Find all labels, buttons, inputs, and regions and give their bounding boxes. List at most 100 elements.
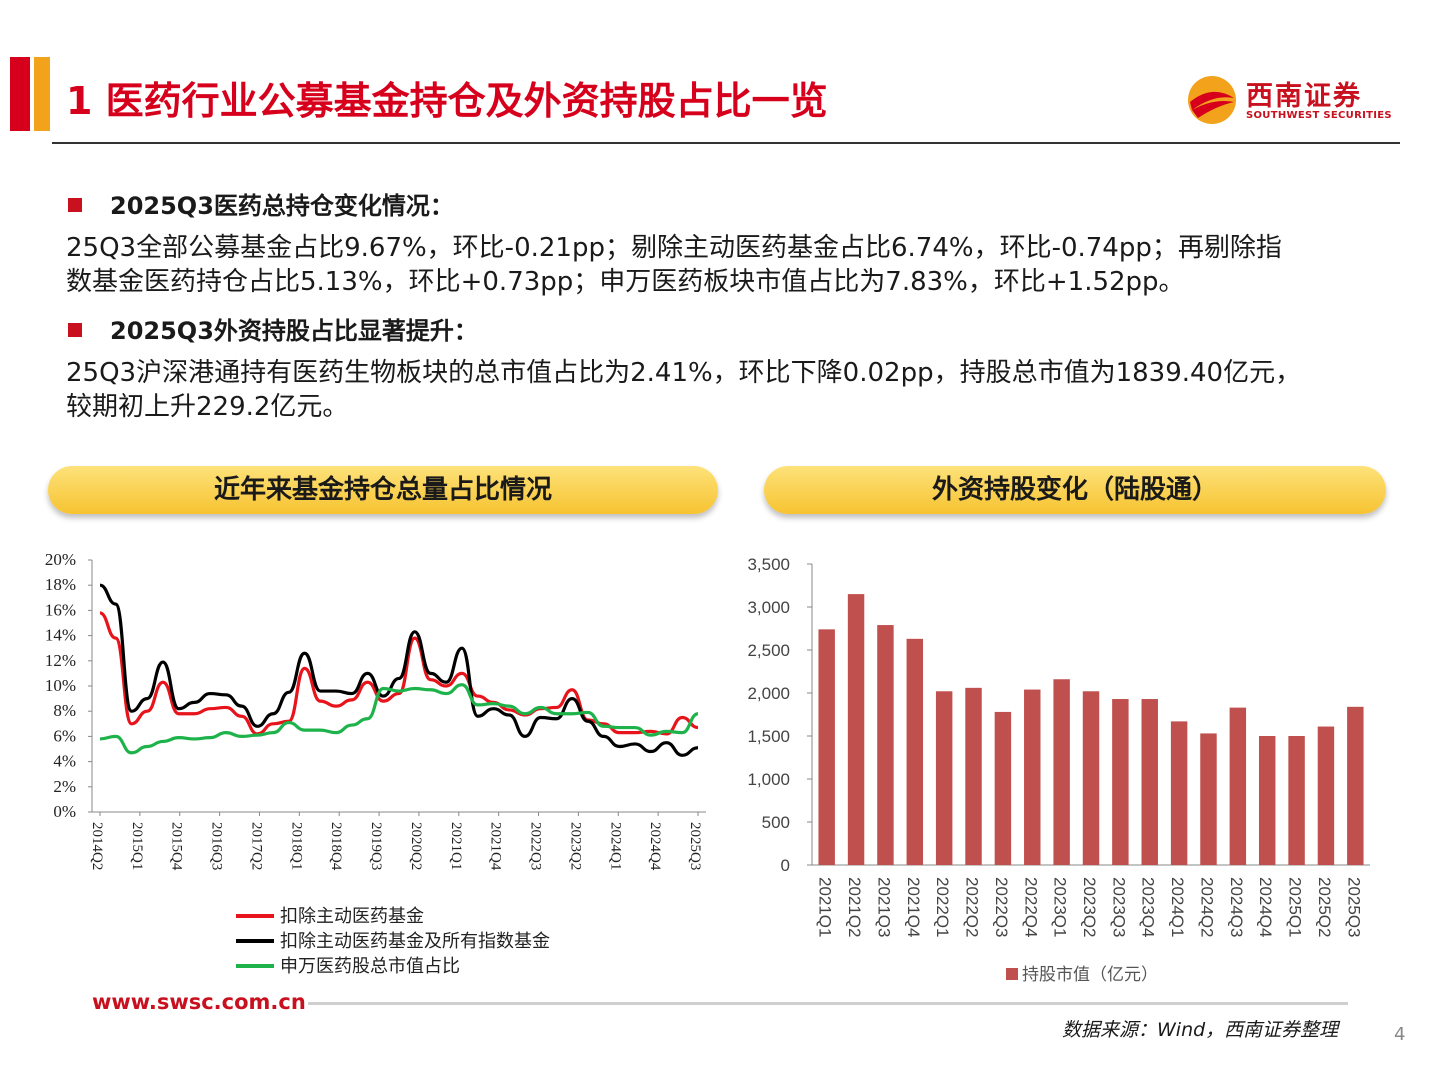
logo-emblem-icon xyxy=(1188,76,1236,124)
x-tick-label: 2024Q4 xyxy=(647,822,663,871)
bar xyxy=(906,638,924,865)
bar xyxy=(1141,699,1158,865)
y-tick-label: 18% xyxy=(45,575,76,594)
footer-divider xyxy=(308,1002,1348,1005)
y-tick-label: 14% xyxy=(45,626,76,645)
left-panel-title: 近年来基金持仓总量占比情况 xyxy=(48,466,718,514)
x-tick-label: 2014Q2 xyxy=(89,822,105,870)
paragraph-line: 25Q3沪深港通持有医药生物板块的总市值占比为2.41%，环比下降0.02pp，… xyxy=(66,358,1302,388)
y-tick-label: 3,000 xyxy=(747,598,790,617)
section-heading-foreign: 2025Q3外资持股占比显著提升： xyxy=(68,311,478,346)
legend-label: 申万医药股总市值占比 xyxy=(280,956,460,976)
x-tick-label: 2016Q3 xyxy=(209,822,225,870)
footer-url: www.swsc.com.cn xyxy=(92,990,306,1014)
paragraph-foreign: 25Q3沪深港通持有医药生物板块的总市值占比为2.41%，环比下降0.02pp，… xyxy=(66,356,1386,424)
bar xyxy=(1347,706,1364,865)
x-tick-label: 2021Q4 xyxy=(488,822,504,871)
x-tick-label: 2021Q3 xyxy=(874,877,893,938)
x-tick-label: 2021Q1 xyxy=(448,822,464,870)
page-title: 1 医药行业公募基金持仓及外资持股占比一览 xyxy=(66,79,828,123)
x-tick-label: 2024Q1 xyxy=(607,822,623,870)
page-number: 4 xyxy=(1394,1024,1406,1045)
x-tick-label: 2025Q3 xyxy=(1344,877,1363,938)
x-tick-label: 2015Q1 xyxy=(129,822,145,870)
logo-text-cn: 西南证券 xyxy=(1246,81,1362,112)
y-tick-label: 1,000 xyxy=(747,770,790,789)
paragraph-holdings: 25Q3全部公募基金占比9.67%，环比-0.21pp；剔除主动医药基金占比6.… xyxy=(66,231,1386,299)
legend-label: 扣除主动医药基金 xyxy=(280,906,424,926)
paragraph-line: 25Q3全部公募基金占比9.67%，环比-0.21pp；剔除主动医药基金占比6.… xyxy=(66,233,1282,263)
x-tick-label: 2024Q3 xyxy=(1227,877,1246,938)
section-heading-holdings: 2025Q3医药总持仓变化情况： xyxy=(68,186,454,221)
x-tick-label: 2020Q2 xyxy=(408,822,424,870)
bar xyxy=(1200,733,1217,865)
series-line xyxy=(99,683,699,755)
y-tick-label: 0 xyxy=(781,856,790,875)
x-tick-label: 2025Q2 xyxy=(1315,877,1334,938)
paragraph-line: 较期初上升229.2亿元。 xyxy=(66,392,349,422)
bar xyxy=(965,687,982,865)
legend-label: 持股市值（亿元） xyxy=(1022,965,1158,984)
x-tick-label: 2018Q4 xyxy=(328,822,344,871)
y-tick-label: 20% xyxy=(45,550,76,569)
x-tick-label: 2023Q2 xyxy=(567,822,583,870)
y-tick-label: 6% xyxy=(53,726,76,745)
y-tick-label: 8% xyxy=(53,701,76,720)
logo-text-en: SOUTHWEST SECURITIES xyxy=(1246,110,1392,121)
foreign-holding-bar-chart: 0 500 1,000 1,500 2,000 2,500 3,000 3,500 2021Q1… xyxy=(747,555,1370,984)
bar xyxy=(935,691,953,865)
y-tick-label: 2,000 xyxy=(747,684,790,703)
bar xyxy=(877,625,894,865)
x-tick-label: 2022Q2 xyxy=(963,877,982,938)
y-tick-label: 500 xyxy=(762,813,790,832)
x-tick-label: 2017Q2 xyxy=(248,822,264,870)
x-tick-label: 2018Q1 xyxy=(288,822,304,870)
bar xyxy=(847,594,865,865)
y-tick-label: 16% xyxy=(45,600,76,619)
x-tick-label: 2021Q4 xyxy=(904,877,923,938)
x-tick-label: 2022Q1 xyxy=(933,877,952,938)
x-tick-label: 2024Q1 xyxy=(1168,877,1187,938)
legend-swatch xyxy=(1006,968,1018,980)
y-tick-label: 2,500 xyxy=(747,641,790,660)
paragraph-line: 数基金医药持仓占比5.13%，环比+0.73pp；申万医药板块市值占比为7.83… xyxy=(66,267,1185,297)
right-panel-title: 外资持股变化（陆股通） xyxy=(764,466,1386,514)
x-tick-label: 2023Q2 xyxy=(1080,877,1099,938)
title-accent-bar xyxy=(10,57,50,131)
x-tick-label: 2024Q2 xyxy=(1197,877,1216,938)
x-tick-label: 2025Q3 xyxy=(687,822,703,870)
fund-holding-line-chart: 0% 2% 4% 6% 8% 10% 12% 14% 16% 18% 20% 2014Q2 2015Q1… xyxy=(45,550,706,976)
bullet-square-icon xyxy=(68,323,82,337)
y-tick-label: 3,500 xyxy=(747,555,790,574)
bar xyxy=(1082,691,1100,865)
x-tick-label: 2022Q3 xyxy=(528,822,544,870)
y-tick-label: 12% xyxy=(45,651,76,670)
x-tick-label: 2015Q4 xyxy=(169,822,185,871)
bar xyxy=(1112,699,1129,865)
bar xyxy=(818,629,835,865)
x-tick-label: 2021Q2 xyxy=(845,877,864,938)
bar xyxy=(1317,726,1335,865)
bar xyxy=(1288,736,1305,865)
y-tick-label: 4% xyxy=(53,752,76,771)
x-tick-label: 2022Q4 xyxy=(1021,877,1040,938)
bar xyxy=(994,711,1012,865)
y-tick-label: 10% xyxy=(45,676,76,695)
title-divider xyxy=(52,142,1400,144)
bar xyxy=(1229,707,1247,865)
series-line xyxy=(99,611,699,736)
company-logo: 西南证券 SOUTHWEST SECURITIES xyxy=(1184,72,1404,128)
legend-label: 扣除主动医药基金及所有指数基金 xyxy=(280,931,550,951)
bar xyxy=(1024,689,1041,865)
series-line xyxy=(99,583,699,757)
y-tick-label: 0% xyxy=(53,802,76,821)
bar xyxy=(1053,679,1070,865)
x-tick-label: 2024Q4 xyxy=(1256,877,1275,938)
x-tick-label: 2023Q4 xyxy=(1139,877,1158,938)
x-tick-label: 2019Q3 xyxy=(368,822,384,870)
x-tick-label: 2025Q1 xyxy=(1286,877,1305,938)
bullet-square-icon xyxy=(68,198,82,212)
x-tick-label: 2021Q1 xyxy=(816,877,835,938)
y-tick-label: 1,500 xyxy=(747,727,790,746)
x-tick-label: 2023Q1 xyxy=(1051,877,1070,938)
